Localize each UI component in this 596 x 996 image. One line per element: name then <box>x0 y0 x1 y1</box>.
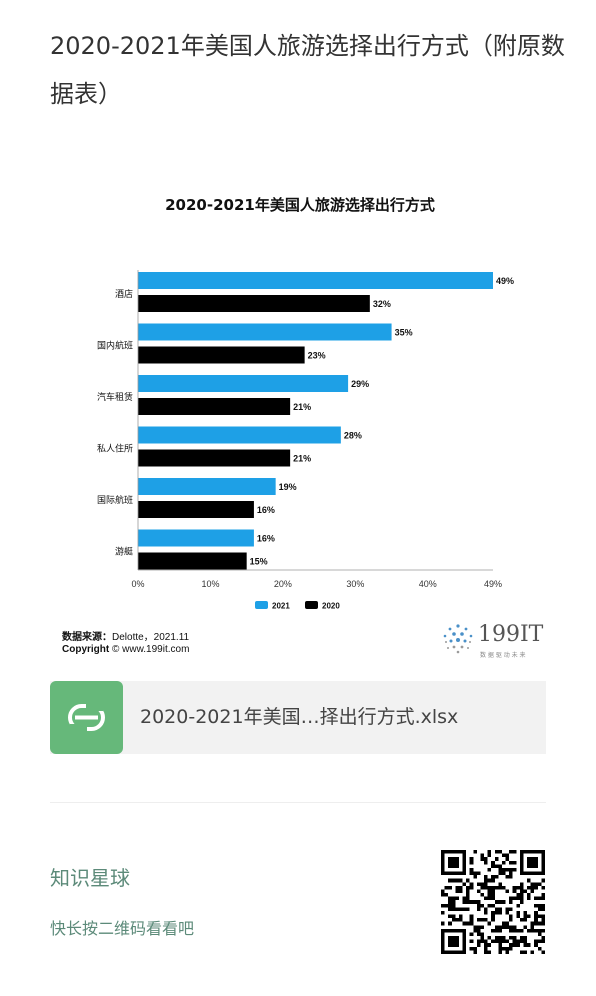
data-label: 19% <box>279 482 297 492</box>
bar-2020 <box>138 449 291 467</box>
x-tick-label: 0% <box>131 579 144 589</box>
x-tick-label: 49% <box>484 579 502 589</box>
bar-2020 <box>138 295 370 312</box>
copyright-line: Copyright © www.199it.com <box>62 644 189 655</box>
data-label: 29% <box>351 379 369 389</box>
knowledge-planet-subtitle: 快长按二维码看看吧 <box>50 919 195 938</box>
chart-card: 2020-2021年美国人旅游选择出行方式 酒店 49% 32% 国内航班 35% 23%… <box>50 180 550 660</box>
legend-label: 2020 <box>322 602 340 611</box>
bar-2021 <box>138 375 349 392</box>
logo-tagline: 数 据 驱 动 未 来 <box>480 652 526 659</box>
logo-dots-icon <box>443 624 473 654</box>
data-label: 28% <box>344 431 362 441</box>
bar-2021 <box>138 426 341 444</box>
legend-label: 2021 <box>272 602 290 611</box>
x-tick-label: 40% <box>419 579 437 589</box>
data-label: 23% <box>308 351 326 361</box>
source-label: 数据来源： <box>62 632 112 643</box>
divider <box>50 802 546 803</box>
bar-2020 <box>138 346 305 364</box>
legend-swatch <box>255 601 268 609</box>
x-tick-label: 10% <box>201 579 219 589</box>
file-name: 2020-2021年美国…择出行方式.xlsx <box>140 706 459 728</box>
data-label: 16% <box>257 534 275 544</box>
copyright-text: © www.199it.com <box>112 644 190 655</box>
spreadsheet-file-icon <box>50 681 123 754</box>
category-label: 游艇 <box>115 546 133 558</box>
data-label: 32% <box>373 299 391 309</box>
category-label: 私人住所 <box>97 443 133 455</box>
qr-code[interactable] <box>441 850 545 954</box>
bar-2021 <box>138 529 254 547</box>
x-tick-label: 20% <box>274 579 292 589</box>
bar-2020 <box>138 398 291 415</box>
copyright-label: Copyright <box>62 644 110 655</box>
legend-swatch <box>305 601 318 609</box>
bar-2020 <box>138 501 254 518</box>
data-label: 35% <box>395 328 413 338</box>
logo-text: 199IT <box>478 622 544 647</box>
category-label: 汽车租赁 <box>97 391 133 403</box>
page-title: 2020-2021年美国人旅游选择出行方式（附原数据表） <box>50 32 565 108</box>
source-line: 数据来源：Delotte，2021.11 <box>62 628 189 643</box>
bar-2021 <box>138 323 392 341</box>
chart-title: 2020-2021年美国人旅游选择出行方式 <box>165 196 435 214</box>
x-tick-label: 30% <box>346 579 364 589</box>
199it-logo: 199IT 数 据 驱 动 未 来 <box>440 622 550 659</box>
category-label: 国际航班 <box>97 494 133 506</box>
knowledge-planet-title: 知识星球 <box>50 866 130 890</box>
data-label: 21% <box>293 402 311 412</box>
file-attachment[interactable]: 2020-2021年美国…择出行方式.xlsx <box>50 681 546 754</box>
bar-2021 <box>138 478 276 495</box>
category-label: 酒店 <box>115 288 133 300</box>
data-label: 16% <box>257 505 275 515</box>
bar-2020 <box>138 552 247 570</box>
bar-chart: 2020-2021年美国人旅游选择出行方式 酒店 49% 32% 国内航班 35% 23%… <box>97 196 514 611</box>
category-label: 国内航班 <box>97 340 133 352</box>
data-label: 49% <box>496 276 514 286</box>
data-label: 15% <box>250 557 268 567</box>
bar-2021 <box>138 272 493 289</box>
data-label: 21% <box>293 454 311 464</box>
source-text: Delotte，2021.11 <box>112 632 190 643</box>
